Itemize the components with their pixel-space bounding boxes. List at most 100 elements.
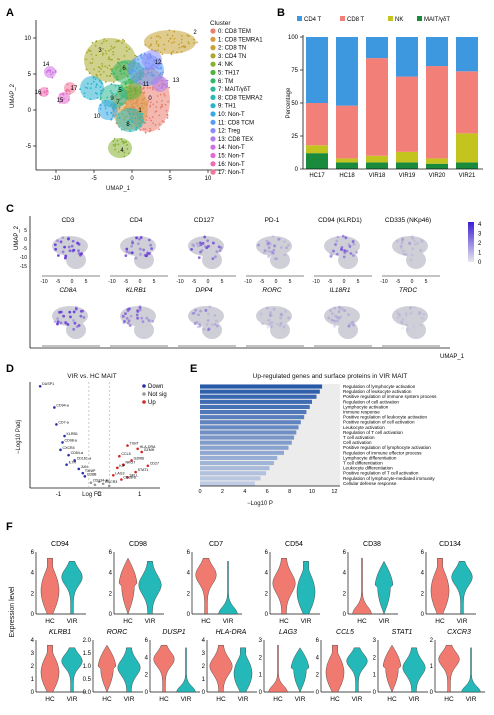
violin-shape xyxy=(402,647,426,693)
cell-point xyxy=(196,41,198,44)
cell-point xyxy=(112,93,115,96)
y-tick-label: 10 xyxy=(24,36,31,42)
expression-point xyxy=(280,312,284,316)
cell-point xyxy=(188,42,190,45)
umap-background xyxy=(134,251,154,269)
cell-point xyxy=(166,34,169,36)
bar-segment xyxy=(306,153,328,169)
cell-point xyxy=(141,113,144,115)
legend-swatch xyxy=(210,161,216,167)
category-label: HC17 xyxy=(309,173,325,179)
legend-label: 6: TM xyxy=(218,79,233,85)
y-tick-label: 0.0 xyxy=(83,690,92,696)
cell-point xyxy=(128,78,131,81)
bar-segment xyxy=(456,37,478,72)
y-tick-label: 2 xyxy=(265,591,269,597)
feature-title: TRDC xyxy=(399,287,417,294)
cell-point xyxy=(178,46,181,49)
cell-point xyxy=(145,61,147,64)
cell-point xyxy=(154,124,157,126)
gene-label: CD98-a xyxy=(65,438,77,442)
cell-point xyxy=(102,40,105,43)
expression-point xyxy=(352,254,355,257)
expression-point xyxy=(215,250,219,254)
cell-point xyxy=(59,101,61,104)
cell-point xyxy=(96,92,99,95)
expression-point xyxy=(418,312,422,315)
bar-segment xyxy=(426,163,448,169)
y-tick-label: 0 xyxy=(187,612,191,618)
group-label: HC xyxy=(45,618,55,625)
expression-point xyxy=(135,313,139,317)
y-tick-label: 2 xyxy=(109,591,113,597)
expression-point xyxy=(267,246,271,250)
legend-label: NK xyxy=(395,17,403,23)
cell-point xyxy=(173,30,176,33)
x-tick-label: 0 xyxy=(139,279,142,285)
expression-point xyxy=(145,316,149,320)
cell-point xyxy=(120,138,123,140)
umap-background xyxy=(66,251,86,269)
cell-point xyxy=(108,56,110,59)
cell-point xyxy=(116,61,119,64)
c-y-label: UMAP_2 xyxy=(14,225,20,250)
expression-point xyxy=(265,239,269,243)
expression-point xyxy=(275,257,279,261)
legend-swatch xyxy=(210,94,216,100)
cell-point xyxy=(150,101,152,104)
volcano-point xyxy=(83,475,87,478)
expression-point xyxy=(410,235,414,239)
cell-point xyxy=(160,105,163,108)
expression-point xyxy=(77,249,80,253)
cell-point xyxy=(63,97,65,100)
cell-point xyxy=(162,84,165,87)
x-tick-label: 1 xyxy=(138,492,142,498)
volcano-point xyxy=(116,466,119,470)
cell-point xyxy=(67,89,70,92)
x-tick-label: 5 xyxy=(153,279,156,285)
violin-shape xyxy=(451,561,473,615)
cell-point xyxy=(70,87,73,90)
cluster-number: 2 xyxy=(193,30,197,36)
feature-title: DPP4 xyxy=(196,287,213,294)
y-tick-label: 2 xyxy=(430,638,434,644)
cell-point xyxy=(110,83,113,86)
bar-segment xyxy=(396,37,418,77)
colorbar xyxy=(468,222,474,262)
cell-point xyxy=(159,106,162,109)
enrichment-bar xyxy=(200,420,301,425)
violin-shape xyxy=(296,561,316,615)
gene-label: TXNIP xyxy=(85,469,96,473)
feature-title: CD335 (NKp46) xyxy=(385,217,431,224)
violin-shape xyxy=(61,561,83,615)
bar-segment xyxy=(306,145,328,154)
expression-point xyxy=(71,239,75,243)
expression-point xyxy=(267,318,271,322)
expression-point xyxy=(270,314,274,317)
legend-label: 11: CD8 TCM xyxy=(218,120,254,126)
x-tick-label: 0 xyxy=(198,489,201,495)
cell-point xyxy=(176,51,178,54)
cell-point xyxy=(156,67,159,69)
cell-point xyxy=(112,47,115,50)
cell-point xyxy=(159,66,162,69)
cell-point xyxy=(116,78,118,81)
cell-point xyxy=(131,103,133,106)
y-tick-label: 0 xyxy=(343,612,347,618)
expression-point xyxy=(135,236,138,240)
legend-swatch xyxy=(297,16,302,21)
bar-legend: CD4 T CD8 T NK MAIT/γδT xyxy=(297,16,450,23)
expression-point xyxy=(336,235,340,239)
expression-point xyxy=(408,306,412,310)
violin-title: LAG3 xyxy=(279,629,297,636)
cell-point xyxy=(129,130,132,132)
bar-segment xyxy=(336,105,358,159)
cell-point xyxy=(157,35,160,37)
y-tick-label: 50 xyxy=(291,101,298,107)
legend-label: 10: Non-T xyxy=(218,112,245,118)
cell-point xyxy=(126,144,129,146)
colorbar-tick: 1 xyxy=(478,251,482,257)
legend-label: 0: CD8 TEM xyxy=(218,29,251,35)
legend-label: CD8 T xyxy=(347,17,365,23)
